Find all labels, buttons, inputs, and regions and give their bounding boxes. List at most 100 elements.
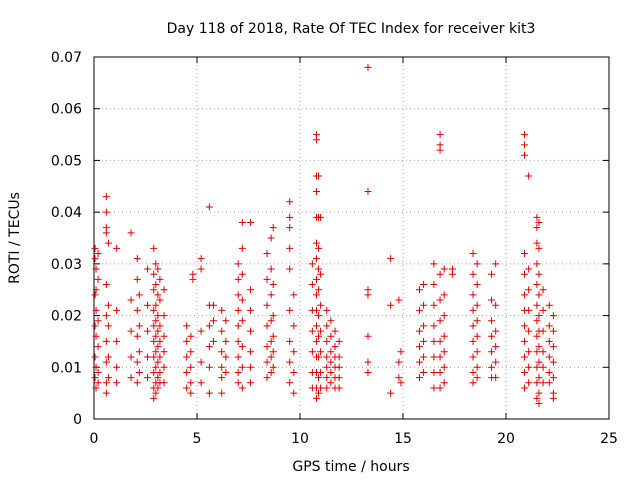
data-point [308, 281, 316, 289]
data-point [152, 260, 160, 268]
data-point [469, 368, 477, 376]
data-point [469, 250, 477, 258]
data-point [133, 332, 141, 340]
data-point [420, 368, 428, 376]
data-point [263, 250, 271, 258]
data-point [92, 384, 100, 392]
data-point [234, 260, 242, 268]
data-point [436, 368, 444, 376]
data-point [267, 317, 275, 325]
data-point [154, 312, 162, 320]
data-point [269, 363, 277, 371]
data-point [286, 213, 294, 221]
x-tick-label: 25 [600, 431, 618, 447]
data-point [267, 337, 275, 345]
data-point [440, 332, 448, 340]
data-point [113, 244, 121, 252]
data-point [144, 301, 152, 309]
data-point [436, 384, 444, 392]
data-point [234, 306, 242, 314]
data-point [205, 389, 213, 397]
data-point [263, 322, 271, 330]
data-point [135, 348, 143, 356]
data-point [94, 379, 102, 387]
data-point [533, 224, 541, 232]
data-point [102, 208, 110, 216]
data-point [395, 296, 403, 304]
data-point [335, 363, 343, 371]
data-point [183, 384, 191, 392]
data-point [539, 348, 547, 356]
data-point [533, 260, 541, 268]
data-point [197, 379, 205, 387]
data-point [397, 379, 405, 387]
data-point [521, 337, 529, 345]
data-point [521, 322, 529, 330]
data-point [150, 270, 158, 278]
data-point [263, 301, 271, 309]
data-point [549, 374, 557, 382]
data-point [92, 332, 100, 340]
data-point [238, 317, 246, 325]
data-point [440, 379, 448, 387]
data-point [156, 337, 164, 345]
data-point [127, 296, 135, 304]
data-point [533, 317, 541, 325]
data-point [469, 353, 477, 361]
data-point [286, 358, 294, 366]
data-point [533, 348, 541, 356]
x-tick-label: 15 [394, 431, 412, 447]
data-point [323, 374, 331, 382]
data-point [189, 275, 197, 283]
data-point [323, 384, 331, 392]
data-point [133, 306, 141, 314]
data-point [395, 374, 403, 382]
data-point [238, 363, 246, 371]
data-point [533, 239, 541, 247]
data-point [238, 296, 246, 304]
data-point [448, 270, 456, 278]
data-point [415, 343, 423, 351]
data-point [327, 358, 335, 366]
data-point [222, 337, 230, 345]
data-point [331, 343, 339, 351]
data-point [430, 353, 438, 361]
plot-frame [93, 56, 610, 420]
data-point [317, 368, 325, 376]
x-tick-label: 5 [193, 431, 202, 447]
data-point [420, 337, 428, 345]
data-point [135, 368, 143, 376]
data-point [197, 265, 205, 273]
data-point [247, 348, 255, 356]
x-tick-label: 0 [90, 431, 99, 447]
data-point [104, 239, 112, 247]
data-point [218, 348, 226, 356]
data-point [525, 306, 533, 314]
data-point [430, 368, 438, 376]
y-tick-label: 0 [73, 412, 82, 428]
y-tick-label: 0.06 [51, 102, 82, 118]
data-point [535, 374, 543, 382]
data-point [234, 337, 242, 345]
data-point [469, 322, 477, 330]
data-point [440, 291, 448, 299]
data-point [327, 368, 335, 376]
data-point [364, 291, 372, 299]
x-tick-labels: 0 5 10 15 20 25 [90, 431, 618, 447]
y-axis-label: ROTI / TECUs [7, 192, 23, 284]
data-point [488, 270, 496, 278]
data-point [205, 203, 213, 211]
data-point [315, 172, 323, 180]
data-point [247, 379, 255, 387]
data-point [154, 374, 162, 382]
y-tick-label: 0.02 [51, 309, 82, 325]
data-point [521, 270, 529, 278]
data-point [269, 332, 277, 340]
data-point [290, 348, 298, 356]
data-point [364, 358, 372, 366]
data-point [308, 260, 316, 268]
data-point [222, 317, 230, 325]
data-point [323, 363, 331, 371]
data-point [286, 379, 294, 387]
data-point [315, 374, 323, 382]
